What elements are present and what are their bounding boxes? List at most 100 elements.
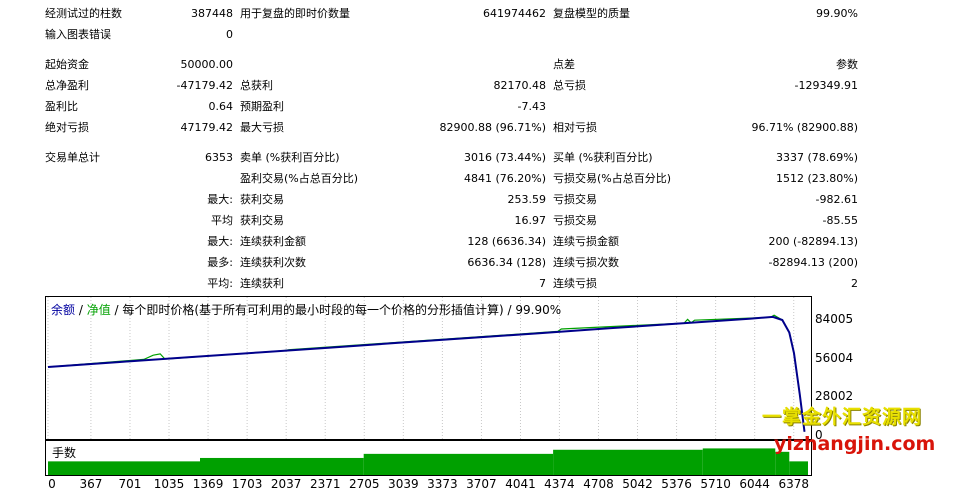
stat-value: 3337 (78.69%) <box>775 151 858 164</box>
x-tick-label: 4041 <box>505 477 536 491</box>
stat-prefix: 平均: <box>207 277 233 290</box>
stat-label: 起始资金 <box>45 58 89 71</box>
x-tick-label: 2705 <box>348 477 380 491</box>
stat-value: 1512 (23.80%) <box>775 172 858 185</box>
volume-bar <box>363 453 554 475</box>
x-tick-label: 2371 <box>309 477 341 491</box>
watermark-url: yizhangjin.com <box>774 433 936 455</box>
stat-value: 0 <box>226 28 233 41</box>
stat-value: 4841 (76.20%) <box>463 172 546 185</box>
stat-label: 输入图表错误 <box>45 28 111 41</box>
stat-label: 连续亏损 <box>553 277 597 290</box>
stat-label: 经测试过的柱数 <box>45 7 122 20</box>
stat-value: 2 <box>851 277 858 290</box>
x-tick-label: 6378 <box>778 477 810 491</box>
chart-plot <box>47 297 806 439</box>
stat-value: 96.71% (82900.88) <box>751 121 858 134</box>
watermark-logo-text: 一掌金外汇资源网 <box>762 406 923 428</box>
stat-prefix: 最多: <box>207 256 233 269</box>
stat-label: 总亏损 <box>553 79 586 92</box>
stat-value: 47179.42 <box>180 121 234 134</box>
stat-label: 交易单总计 <box>45 151 100 164</box>
volume-bar <box>789 461 808 475</box>
stat-value: 82900.88 (96.71%) <box>439 121 546 134</box>
stat-value: 387448 <box>191 7 233 20</box>
stat-value: 641974462 <box>483 7 546 20</box>
stat-label: 绝对亏损 <box>45 121 89 134</box>
stat-value: 99.90% <box>816 7 858 20</box>
balance-chart: 余额 / 净值 / 每个即时价格(基于所有可利用的最小时段的每一个价格的分形插值… <box>45 296 812 440</box>
stat-label: 总净盈利 <box>45 79 89 92</box>
stat-label: 盈利交易(%占总百分比) <box>240 172 359 185</box>
x-tick-label: 3039 <box>388 477 419 491</box>
volume-bar <box>702 448 776 475</box>
stat-label: 连续亏损金额 <box>553 235 619 248</box>
stat-value: -982.61 <box>815 193 858 206</box>
y-tick-label: 0 <box>815 428 823 442</box>
stat-value: 6636.34 (128) <box>467 256 546 269</box>
stat-value: -47179.42 <box>176 79 233 92</box>
stat-value: -85.55 <box>822 214 858 227</box>
stat-value: -82894.13 (200) <box>768 256 858 269</box>
stat-value: 128 (6636.34) <box>467 235 546 248</box>
stat-value: 3016 (73.44%) <box>463 151 546 164</box>
x-tick-label: 701 <box>118 477 142 491</box>
stat-label: 连续获利金额 <box>240 235 306 248</box>
legend-description: / 每个即时价格(基于所有可利用的最小时段的每一个价格的分形插值计算) / 99… <box>110 303 562 317</box>
stat-label: 亏损交易(%占总百分比) <box>553 172 672 185</box>
stat-label: 用于复盘的即时价数量 <box>240 7 350 20</box>
volume-bar <box>553 449 703 475</box>
x-tick-label: 5710 <box>700 477 731 491</box>
stat-prefix: 平均 <box>211 214 233 227</box>
x-tick-label: 1035 <box>153 477 185 491</box>
volume-bar <box>200 457 364 475</box>
legend-separator: / <box>75 303 87 317</box>
stat-prefix: 最大: <box>207 235 233 248</box>
y-tick-label: 28002 <box>815 389 854 404</box>
x-tick-label: 6044 <box>739 477 770 491</box>
volume-bar <box>775 451 790 475</box>
stat-label: 获利交易 <box>240 193 284 206</box>
stat-label: 盈利比 <box>45 100 78 113</box>
x-tick-label: 4374 <box>544 477 575 491</box>
x-tick-label: 3373 <box>427 477 458 491</box>
x-tick-label: 2037 <box>270 477 302 491</box>
stat-label: 连续获利次数 <box>240 256 306 269</box>
stat-value: 0.64 <box>208 100 234 113</box>
stat-prefix: 最大: <box>207 193 233 206</box>
y-tick-label: 56004 <box>815 350 854 365</box>
x-tick-label: 5042 <box>622 477 653 491</box>
stat-value: -129349.91 <box>794 79 858 92</box>
chart-legend: 余额 / 净值 / 每个即时价格(基于所有可利用的最小时段的每一个价格的分形插值… <box>51 301 561 318</box>
stat-label: 亏损交易 <box>553 193 597 206</box>
legend-balance: 余额 <box>51 303 76 317</box>
equity-line <box>47 314 806 432</box>
stat-label: 最大亏损 <box>240 121 284 134</box>
volume-label: 手数 <box>52 446 77 460</box>
stat-label: 买单 (%获利百分比) <box>553 151 653 164</box>
stat-label: 连续亏损次数 <box>553 256 619 269</box>
stat-label: 点差 <box>553 58 575 71</box>
stat-value: 16.97 <box>514 214 547 227</box>
x-tick-label: 1369 <box>192 477 224 491</box>
x-tick-label: 1703 <box>231 477 263 491</box>
balance-line <box>47 315 806 432</box>
x-tick-label: 4708 <box>583 477 614 491</box>
stat-label: 总获利 <box>240 79 273 92</box>
x-tick-label: 0 <box>48 477 56 491</box>
stat-value: 82170.48 <box>493 79 547 92</box>
x-tick-label: 367 <box>79 477 103 491</box>
stat-value: 253.59 <box>507 193 547 206</box>
x-tick-label: 3707 <box>466 477 497 491</box>
stat-value: 50000.00 <box>180 58 234 71</box>
stat-value: 7 <box>539 277 546 290</box>
x-tick-label: 5376 <box>661 477 692 491</box>
legend-equity: 净值 <box>86 303 111 317</box>
stat-value: 6353 <box>205 151 233 164</box>
stat-label: 预期盈利 <box>240 100 284 113</box>
stat-label: 亏损交易 <box>553 214 597 227</box>
stat-value: -7.43 <box>517 100 546 113</box>
stat-label: 复盘模型的质量 <box>553 7 630 20</box>
y-tick-label: 84005 <box>815 312 854 327</box>
stat-value: 200 (-82894.13) <box>768 235 858 248</box>
